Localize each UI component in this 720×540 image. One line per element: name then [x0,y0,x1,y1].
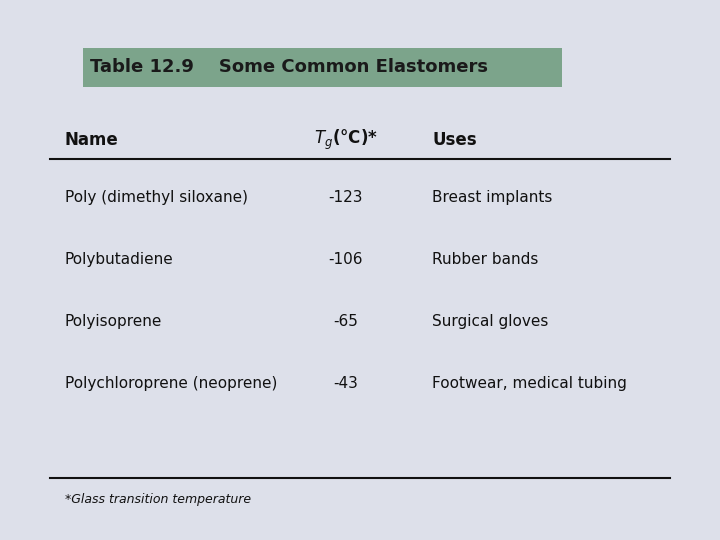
Text: Name: Name [65,131,119,150]
Text: -65: -65 [333,314,358,329]
Text: -43: -43 [333,376,358,391]
Text: *Glass transition temperature: *Glass transition temperature [65,493,251,506]
Text: $\mathit{T}_g$(°C)*: $\mathit{T}_g$(°C)* [313,129,378,152]
Text: Breast implants: Breast implants [432,190,552,205]
Text: Footwear, medical tubing: Footwear, medical tubing [432,376,627,391]
Text: Polybutadiene: Polybutadiene [65,252,174,267]
Text: Poly (dimethyl siloxane): Poly (dimethyl siloxane) [65,190,248,205]
Text: -106: -106 [328,252,363,267]
Text: Polychloroprene (neoprene): Polychloroprene (neoprene) [65,376,277,391]
Text: -123: -123 [328,190,363,205]
Text: Polyisoprene: Polyisoprene [65,314,162,329]
Text: Rubber bands: Rubber bands [432,252,539,267]
Text: Table 12.9    Some Common Elastomers: Table 12.9 Some Common Elastomers [90,58,488,77]
FancyBboxPatch shape [83,48,562,87]
Text: Surgical gloves: Surgical gloves [432,314,549,329]
Text: Uses: Uses [432,131,477,150]
